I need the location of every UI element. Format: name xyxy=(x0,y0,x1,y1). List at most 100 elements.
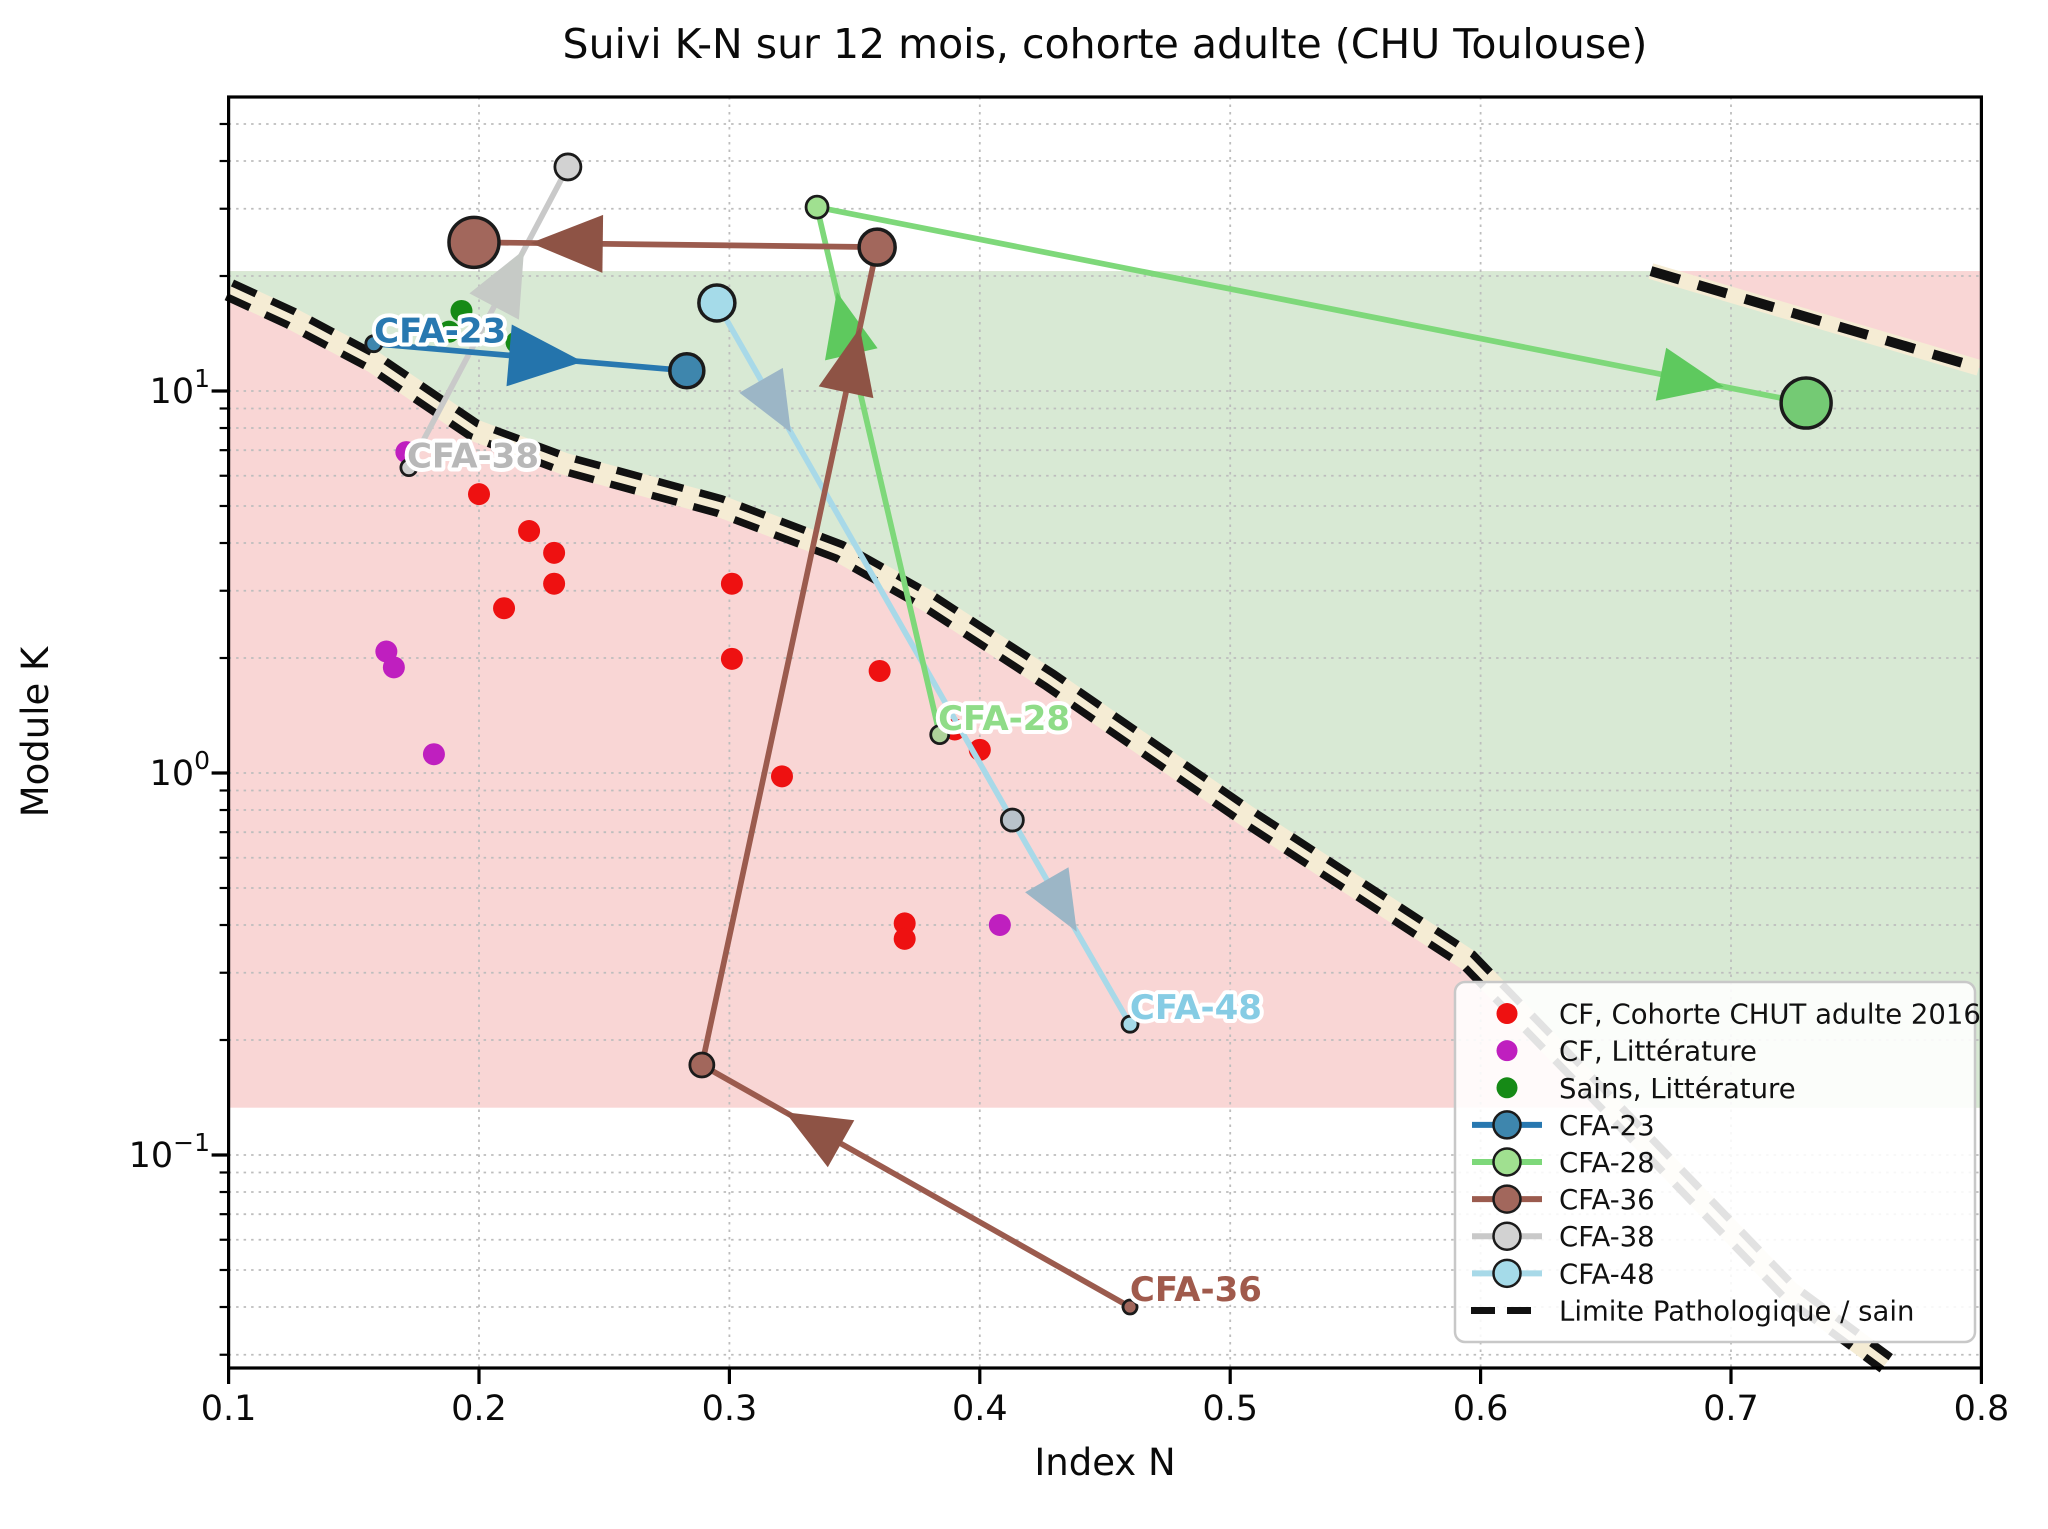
trajectory-point xyxy=(804,194,830,220)
legend-marker-circle xyxy=(1492,1258,1522,1289)
x-tick-label: 0.2 xyxy=(451,1389,507,1429)
scatter-point xyxy=(868,659,891,682)
x-tick-label: 0.7 xyxy=(1703,1389,1759,1429)
x-tick-label: 0.5 xyxy=(1202,1389,1258,1429)
y-axis-label: Module K xyxy=(14,645,57,817)
scatter-point xyxy=(770,765,793,788)
trajectory-label: CFA-36 xyxy=(1130,1270,1262,1310)
legend-item: CFA-23 xyxy=(1472,1110,1655,1142)
x-tick-label: 0.8 xyxy=(1954,1389,2010,1429)
trajectory-arrow xyxy=(739,367,791,433)
x-tick-label: 0.4 xyxy=(952,1389,1008,1429)
trajectory-label: CFA-48 xyxy=(1130,988,1262,1028)
trajectory-point xyxy=(697,283,737,323)
scatter-point xyxy=(543,572,566,595)
legend-marker-circle xyxy=(1492,1110,1522,1140)
scatter-point xyxy=(382,656,405,679)
trajectory-arrow xyxy=(530,214,604,273)
legend-item: CF, Littérature xyxy=(1496,1036,1757,1068)
trajectory-arrow xyxy=(506,324,583,387)
axes-and-ticks: 0.1 0.2 0.3 0.4 0.5 0.6 0.7 0.8 101 100 10−1 xyxy=(129,95,2010,1429)
legend-item: CFA-36 xyxy=(1472,1184,1655,1216)
trajectory-label: CFA-38 xyxy=(407,436,539,476)
trajectory-point xyxy=(553,152,583,182)
patient-trajectories: CFA-38 CFA-48 CFA-23 CFA-28 CFA-36 xyxy=(364,152,1833,1316)
trajectory-point xyxy=(999,807,1025,833)
trajectory-CFA-36: CFA-36 xyxy=(447,214,1266,1316)
trajectory-arrow xyxy=(1655,347,1724,401)
legend-item-label: CFA-28 xyxy=(1559,1147,1655,1179)
legend-item: CFA-28 xyxy=(1472,1147,1655,1179)
legend-item-label: CFA-48 xyxy=(1559,1258,1655,1290)
trajectory-label: CFA-23 xyxy=(374,312,506,352)
legend-item-label: CFA-36 xyxy=(1559,1184,1655,1216)
legend-item: Sains, Littérature xyxy=(1496,1073,1796,1105)
legend-item: CFA-48 xyxy=(1472,1258,1655,1290)
trajectory-arrow xyxy=(818,327,874,399)
legend-box xyxy=(1453,980,1977,1344)
limit-dashed-line-top-right xyxy=(1649,266,1981,373)
trajectory-point xyxy=(1779,376,1833,430)
y-tick-label: 10−1 xyxy=(129,1128,210,1176)
scatter-point xyxy=(422,743,445,766)
trajectory-CFA-38: CFA-38 xyxy=(399,152,583,480)
trajectory-point xyxy=(688,1051,716,1079)
trajectory-point xyxy=(447,215,501,270)
legend-item: Limite Pathologique / sain xyxy=(1471,1295,1914,1327)
trajectory-CFA-23: CFA-23 xyxy=(364,308,706,390)
scatter-point xyxy=(518,520,541,543)
scatter-point xyxy=(720,647,743,670)
chart-title: Suivi K-N sur 12 mois, cohorte adulte (C… xyxy=(563,20,1648,68)
trajectory-arrow xyxy=(1025,867,1077,932)
scatter-point xyxy=(720,572,743,595)
trajectory-label: CFA-28 xyxy=(938,699,1070,739)
x-tick-label: 0.6 xyxy=(1453,1389,1509,1429)
legend-marker-circle xyxy=(1492,1184,1522,1214)
legend-marker-dot xyxy=(1496,1003,1518,1025)
trajectory-point xyxy=(1121,1298,1139,1316)
legend-item-label: Limite Pathologique / sain xyxy=(1559,1295,1914,1327)
legend-marker-dot xyxy=(1496,1040,1518,1062)
y-tick-label: 101 xyxy=(150,364,210,412)
limit-dashed-line xyxy=(230,279,1893,1361)
scatter-point xyxy=(543,541,566,564)
trajectory-arrow xyxy=(825,292,878,361)
legend-item-label: CFA-23 xyxy=(1559,1110,1655,1142)
trajectory-point xyxy=(399,458,419,478)
trajectory-point xyxy=(857,227,897,267)
trajectory-CFA-48: CFA-48 xyxy=(697,283,1266,1034)
trajectory-arrow xyxy=(785,1112,855,1168)
legend-item: CF, Cohorte CHUT adulte 2016 xyxy=(1496,999,1981,1031)
scatter-point xyxy=(893,912,916,935)
legend-item-label: CF, Littérature xyxy=(1559,1036,1757,1068)
legend-marker-circle xyxy=(1492,1147,1522,1177)
legend-item-label: Sains, Littérature xyxy=(1559,1073,1796,1105)
scatter-point xyxy=(468,483,490,506)
x-axis-label: Index N xyxy=(1034,1441,1175,1484)
legend: CF, Cohorte CHUT adulte 2016 CF, Littérat… xyxy=(1453,980,1981,1344)
x-tick-label: 0.3 xyxy=(702,1389,758,1429)
trajectory-arrow xyxy=(469,249,524,320)
scatter-point xyxy=(493,597,516,620)
legend-item-label: CF, Cohorte CHUT adulte 2016 xyxy=(1559,999,1981,1031)
trajectory-line xyxy=(406,165,571,470)
scatter-point xyxy=(988,914,1011,937)
legend-item: CFA-38 xyxy=(1472,1221,1655,1253)
trajectory-point xyxy=(1120,1014,1140,1034)
scatter-point xyxy=(450,299,473,322)
x-tick-label: 0.1 xyxy=(201,1389,257,1429)
legend-item-label: CFA-38 xyxy=(1559,1221,1655,1253)
y-tick-label: 100 xyxy=(150,746,210,794)
legend-marker-circle xyxy=(1492,1221,1522,1251)
scatter-point xyxy=(893,927,916,950)
scatter-point xyxy=(437,320,460,343)
trajectory-point xyxy=(364,334,384,354)
trajectory-line xyxy=(473,239,1132,1310)
trajectory-point xyxy=(668,351,706,390)
trajectory-CFA-28: CFA-28 xyxy=(804,194,1833,746)
legend-marker-dot xyxy=(1496,1077,1518,1099)
trajectory-point xyxy=(929,724,951,746)
plot-border xyxy=(227,95,1984,1370)
